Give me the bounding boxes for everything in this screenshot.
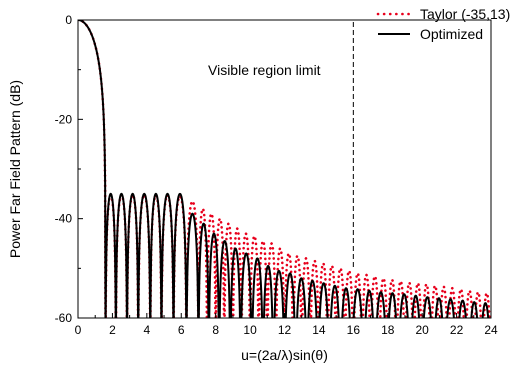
x-tick-label: 10 (243, 323, 257, 337)
optimized-series-line (78, 20, 490, 318)
x-tick-label: 20 (415, 323, 429, 337)
x-tick-label: 14 (312, 323, 326, 337)
x-axis-label: u=(2a/λ)sin(θ) (241, 347, 328, 363)
x-tick-label: 0 (75, 323, 82, 337)
x-tick-label: 12 (278, 323, 292, 337)
x-tick-label: 6 (178, 323, 185, 337)
x-tick-label: 8 (212, 323, 219, 337)
visible-region-limit-label: Visible region limit (208, 62, 321, 78)
y-tick-label: -40 (55, 212, 73, 226)
x-tick-label: 2 (109, 323, 116, 337)
y-tick-label: -60 (55, 311, 73, 325)
series-layer (78, 20, 491, 318)
legend: Taylor (-35,13) Optimized (376, 6, 510, 42)
x-tick-label: 18 (381, 323, 395, 337)
x-tick-label: 16 (347, 323, 361, 337)
legend-optimized-label: Optimized (420, 26, 483, 42)
x-tick-label: 22 (450, 323, 464, 337)
axes-layer: 0 2 4 6 8 10 12 14 16 18 20 22 240-20-40-60 (55, 13, 498, 337)
x-tick-label: 4 (143, 323, 150, 337)
legend-taylor-label: Taylor (-35,13) (420, 6, 510, 22)
y-axis-label: Power Far Field Pattern (dB) (7, 80, 23, 258)
y-tick-label: 0 (65, 13, 72, 27)
x-tick-label: 24 (484, 323, 498, 337)
y-tick-label: -20 (55, 112, 73, 126)
